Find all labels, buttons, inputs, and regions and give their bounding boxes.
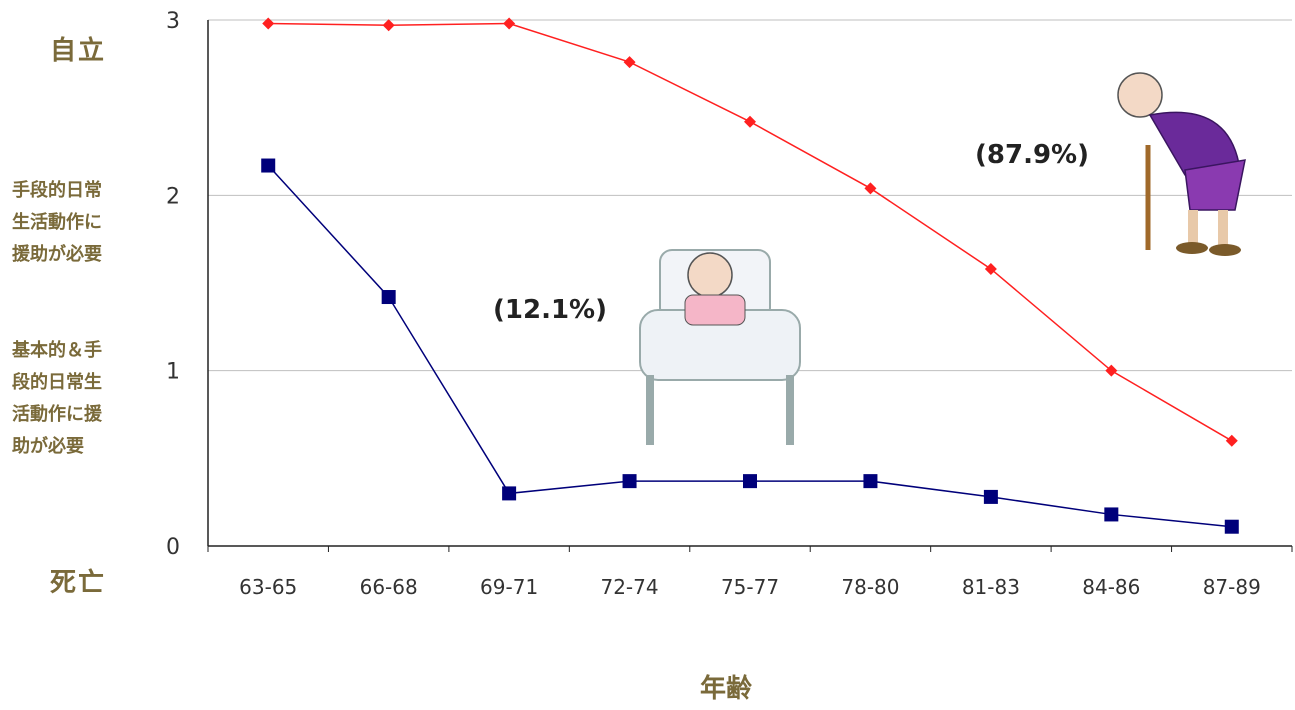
bed-leg-illustration	[786, 375, 794, 445]
woman-skirt-illustration	[1184, 159, 1246, 211]
data-point	[382, 19, 395, 32]
y-tick-label: 2	[166, 184, 180, 209]
data-point	[381, 290, 396, 305]
data-point	[863, 474, 878, 489]
data-point	[622, 474, 637, 489]
data-point	[1225, 434, 1238, 447]
data-point	[1105, 364, 1118, 377]
y-tick-label: 1	[166, 360, 180, 385]
annotation-blue-percent: (12.1%)	[493, 295, 607, 325]
woman-head-illustration	[1117, 72, 1163, 118]
data-point	[864, 182, 877, 195]
x-tick-label: 78-80	[841, 575, 899, 599]
data-point	[1104, 507, 1119, 522]
side-label-bottom: 死亡	[50, 568, 107, 598]
data-point	[1224, 519, 1239, 534]
y-tick-label: 0	[166, 535, 180, 560]
x-tick-label: 75-77	[721, 575, 779, 599]
woman-shoe-illustration	[1209, 244, 1241, 256]
data-point	[984, 262, 997, 275]
side-label-top: 自立	[50, 36, 107, 66]
patient-head-illustration	[687, 252, 733, 298]
annotation-red-percent: (87.9%)	[975, 140, 1089, 170]
x-tick-label: 87-89	[1203, 575, 1261, 599]
x-tick-label: 72-74	[600, 575, 658, 599]
data-point	[261, 158, 276, 173]
x-tick-label: 81-83	[962, 575, 1020, 599]
data-point	[744, 115, 756, 128]
woman-leg-illustration	[1218, 210, 1228, 245]
patient-body-illustration	[684, 294, 746, 326]
data-point	[743, 474, 757, 489]
side-label-upper-mid: 手段的日常 生活動作に 援助が必要	[12, 180, 102, 265]
x-tick-label: 66-68	[360, 575, 418, 599]
side-label-lower-mid: 基本的＆手 段的日常生 活動作に援 助が必要	[12, 340, 102, 457]
data-point	[502, 486, 517, 501]
woman-leg-illustration	[1188, 210, 1198, 245]
bed-leg-illustration	[646, 375, 654, 445]
y-tick-label: 3	[166, 9, 180, 34]
data-point	[983, 489, 998, 504]
woman-shoe-illustration	[1176, 242, 1208, 254]
data-point	[262, 17, 275, 30]
x-tick-label: 84-86	[1082, 575, 1140, 599]
x-axis-label: 年齢	[700, 674, 753, 704]
x-tick-label: 63-65	[239, 575, 297, 599]
data-point	[503, 17, 516, 30]
data-point	[623, 56, 636, 69]
x-tick-label: 69-71	[480, 575, 538, 599]
